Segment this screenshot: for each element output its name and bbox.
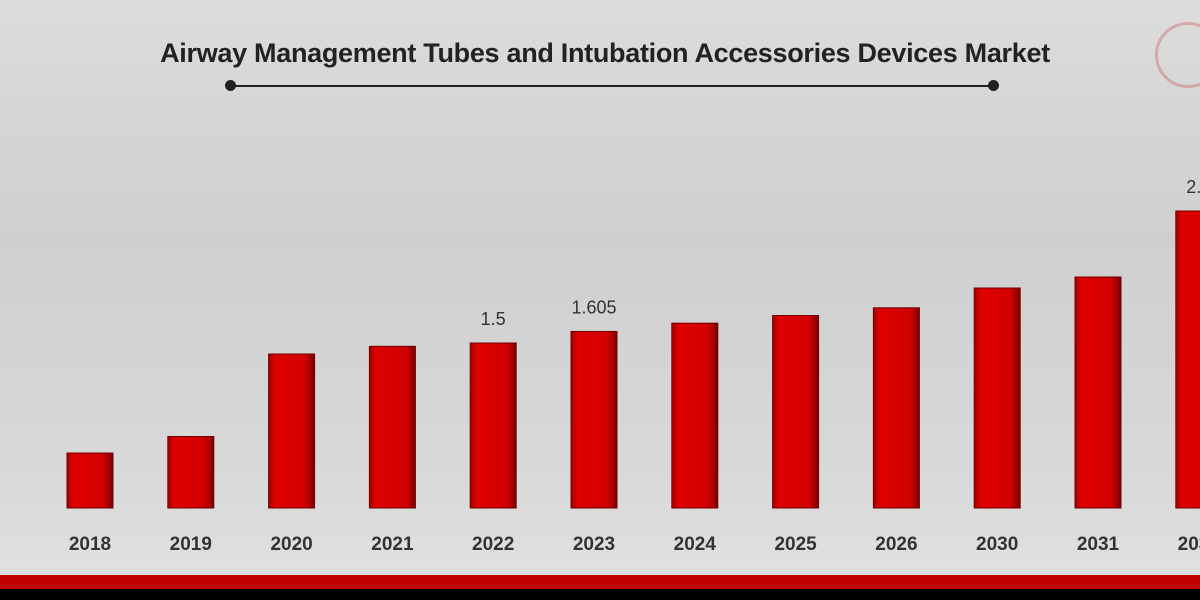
bar-2026: [872, 307, 920, 509]
bar-2021: [368, 345, 416, 509]
bar-2019: [167, 436, 215, 509]
chart-title: Airway Management Tubes and Intubation A…: [160, 38, 1050, 68]
x-tick-label-2026: 2026: [875, 534, 917, 555]
title-underline: [230, 85, 993, 87]
bar-2022: [469, 342, 517, 509]
data-label-2032: 2.7: [1186, 177, 1200, 197]
x-tick-label-2018: 2018: [69, 534, 111, 555]
x-tick-label-2032: 2032: [1178, 534, 1200, 555]
bar-2018: [66, 452, 114, 509]
x-tick-label-2019: 2019: [170, 534, 212, 555]
x-tick-label-2031: 2031: [1077, 534, 1120, 555]
bar-2032: [1175, 210, 1200, 509]
x-tick-label-2021: 2021: [371, 534, 414, 555]
x-tick-label-2024: 2024: [674, 534, 717, 555]
x-tick-label-2023: 2023: [573, 534, 615, 555]
x-tick-label-2025: 2025: [774, 534, 817, 555]
x-tick-label-2020: 2020: [270, 534, 312, 555]
x-tick-label-2022: 2022: [472, 534, 514, 555]
footer-black-band: [0, 589, 1200, 600]
footer-red-stripe: [0, 575, 1200, 589]
title-underline-dot-right: [988, 80, 999, 91]
bar-2023: [570, 330, 618, 509]
title-underline-dot-left: [225, 80, 236, 91]
data-label-2023: 1.605: [571, 297, 616, 317]
x-tick-label-2030: 2030: [976, 534, 1018, 555]
bar-2030: [973, 287, 1021, 509]
bar-2031: [1074, 276, 1122, 509]
data-label-2022: 1.5: [481, 309, 506, 329]
bar-2024: [671, 322, 719, 509]
bar-2020: [268, 353, 316, 509]
logo-icon: [1155, 22, 1200, 88]
bar-2025: [772, 315, 820, 509]
